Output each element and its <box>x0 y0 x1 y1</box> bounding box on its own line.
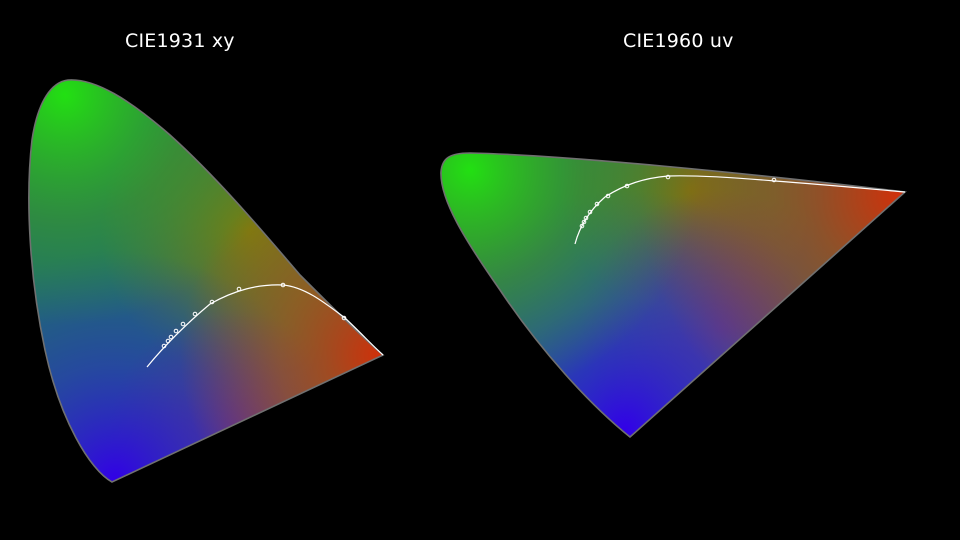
uv-locus-markers <box>579 174 777 229</box>
xy-gamut <box>28 79 385 483</box>
xy-locus-markers <box>161 282 347 349</box>
uv-planckian-locus <box>574 175 906 245</box>
uv-gamut <box>440 152 907 439</box>
diagram-title-uv: CIE1960 uv <box>623 30 734 52</box>
diagram-title-xy: CIE1931 xy <box>125 30 235 52</box>
xy-spectral-locus-outline <box>28 79 385 483</box>
xy-planckian-locus <box>146 284 384 368</box>
uv-spectral-locus-outline <box>440 152 907 439</box>
